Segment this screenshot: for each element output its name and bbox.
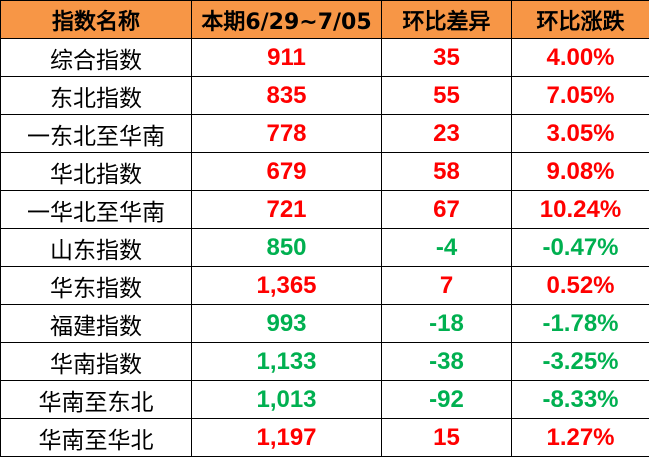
pct-cell: -1.78%	[511, 304, 649, 343]
value-cell: 679	[191, 152, 382, 191]
diff-cell: 58	[381, 152, 512, 191]
value-cell: 850	[191, 228, 382, 267]
pct-cell: 1.27%	[511, 418, 649, 457]
name-cell: 山东指数	[0, 228, 192, 267]
table-row: 华南至华北 1,197 15 1.27%	[0, 418, 649, 457]
name-cell: 华东指数	[0, 266, 192, 305]
diff-cell: -18	[381, 304, 512, 343]
pct-cell: 3.05%	[511, 114, 649, 153]
diff-cell: 67	[381, 190, 512, 229]
header-name: 指数名称	[0, 0, 192, 39]
value-cell: 1,013	[191, 380, 382, 419]
value-cell: 911	[191, 38, 382, 77]
name-cell: 华北指数	[0, 152, 192, 191]
pct-cell: -8.33%	[511, 380, 649, 419]
pct-cell: 4.00%	[511, 38, 649, 77]
name-cell: 华南指数	[0, 342, 192, 381]
name-cell: 华南至华北	[0, 418, 192, 457]
diff-cell: 15	[381, 418, 512, 457]
table-row: 华北指数 679 58 9.08%	[0, 152, 649, 191]
header-pct: 环比涨跌	[511, 0, 649, 39]
table-row: 华南指数 1,133 -38 -3.25%	[0, 342, 649, 381]
diff-cell: 23	[381, 114, 512, 153]
header-row: 指数名称 本期6/29~7/05 环比差异 环比涨跌	[0, 0, 649, 39]
name-cell: 一东北至华南	[0, 114, 192, 153]
pct-cell: 9.08%	[511, 152, 649, 191]
header-diff: 环比差异	[381, 0, 512, 39]
table-row: 综合指数 911 35 4.00%	[0, 38, 649, 77]
name-cell: 华南至东北	[0, 380, 192, 419]
name-cell: 福建指数	[0, 304, 192, 343]
value-cell: 1,365	[191, 266, 382, 305]
diff-cell: -4	[381, 228, 512, 267]
name-cell: 东北指数	[0, 76, 192, 115]
pct-cell: -3.25%	[511, 342, 649, 381]
value-cell: 993	[191, 304, 382, 343]
value-cell: 1,133	[191, 342, 382, 381]
table-row: 华南至东北 1,013 -92 -8.33%	[0, 380, 649, 419]
pct-cell: 10.24%	[511, 190, 649, 229]
table-row: 东北指数 835 55 7.05%	[0, 76, 649, 115]
table-row: 一华北至华南 721 67 10.24%	[0, 190, 649, 229]
diff-cell: -38	[381, 342, 512, 381]
table-row: 华东指数 1,365 7 0.52%	[0, 266, 649, 305]
diff-cell: -92	[381, 380, 512, 419]
pct-cell: 0.52%	[511, 266, 649, 305]
value-cell: 835	[191, 76, 382, 115]
header-value: 本期6/29~7/05	[191, 0, 382, 39]
table-row: 一东北至华南 778 23 3.05%	[0, 114, 649, 153]
value-cell: 1,197	[191, 418, 382, 457]
name-cell: 综合指数	[0, 38, 192, 77]
diff-cell: 7	[381, 266, 512, 305]
table-row: 山东指数 850 -4 -0.47%	[0, 228, 649, 267]
diff-cell: 55	[381, 76, 512, 115]
diff-cell: 35	[381, 38, 512, 77]
value-cell: 721	[191, 190, 382, 229]
pct-cell: 7.05%	[511, 76, 649, 115]
name-cell: 一华北至华南	[0, 190, 192, 229]
value-cell: 778	[191, 114, 382, 153]
table-row: 福建指数 993 -18 -1.78%	[0, 304, 649, 343]
pct-cell: -0.47%	[511, 228, 649, 267]
